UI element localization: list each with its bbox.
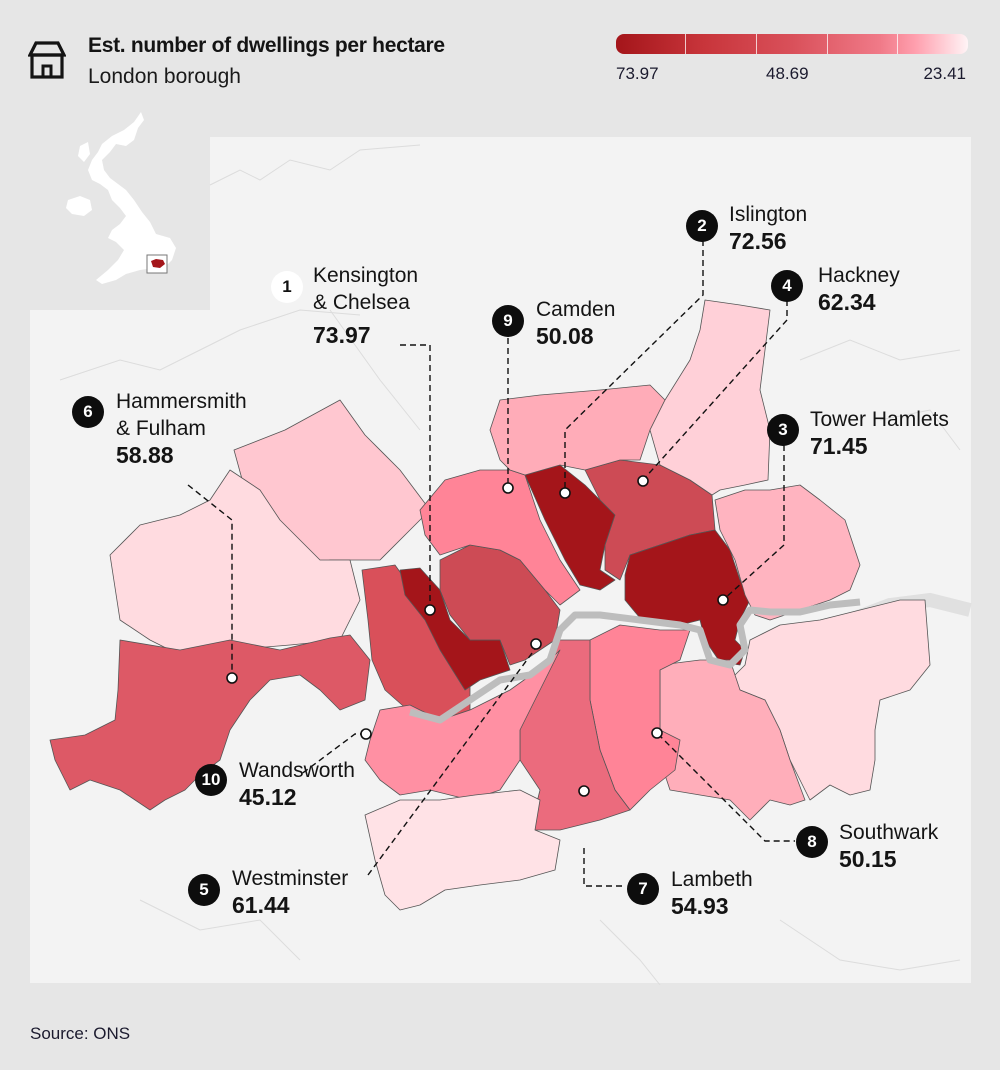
rank-badge-6: 6 <box>72 396 104 428</box>
borough-islington <box>524 464 616 591</box>
borough-newham <box>714 484 861 621</box>
borough-hounslow <box>49 634 371 811</box>
borough-lewisham <box>659 659 806 821</box>
label-hackney[interactable]: Hackney 62.34 <box>818 264 900 315</box>
label-hammersmith-fulham[interactable]: Hammersmith & Fulham 58.88 <box>116 390 247 468</box>
rank-badge-4: 4 <box>771 270 803 302</box>
borough-wandsworth <box>364 649 561 801</box>
uk-inset-map <box>30 100 210 310</box>
river-thames <box>409 598 861 724</box>
borough-camden <box>419 469 581 606</box>
rank-badge-3: 3 <box>767 414 799 446</box>
rank-badge-9: 9 <box>492 305 524 337</box>
rank-badge-5: 5 <box>188 874 220 906</box>
rank-badge-1: 1 <box>271 271 303 303</box>
label-westminster[interactable]: Westminster 61.44 <box>232 867 349 918</box>
outer-boundaries <box>59 144 961 986</box>
uk-outline <box>66 112 176 284</box>
rank-badge-7: 7 <box>627 873 659 905</box>
chart-subtitle: London borough <box>88 65 241 88</box>
house-icon <box>28 41 66 79</box>
label-southwark[interactable]: Southwark 50.15 <box>839 821 939 872</box>
legend-mid-label: 48.69 <box>766 64 809 83</box>
chart-title: Est. number of dwellings per hectare <box>88 34 445 57</box>
label-kensington-chelsea[interactable]: Kensington & Chelsea 73.97 <box>313 264 419 348</box>
label-camden[interactable]: Camden 50.08 <box>536 298 616 349</box>
rank-badge-2: 2 <box>686 210 718 242</box>
label-lambeth[interactable]: Lambeth 54.93 <box>671 868 753 919</box>
label-wandsworth[interactable]: Wandsworth 45.12 <box>239 759 355 810</box>
borough-merton <box>364 789 561 911</box>
legend-gradient-bar <box>616 34 968 54</box>
location-markers <box>226 475 729 797</box>
color-legend: 73.97 48.69 23.41 <box>616 34 968 88</box>
legend-max-label: 73.97 <box>616 64 659 83</box>
rank-badge-8: 8 <box>796 826 828 858</box>
label-tower-hamlets[interactable]: Tower Hamlets 71.45 <box>810 408 949 459</box>
rank-badge-10: 10 <box>195 764 227 796</box>
legend-min-label: 23.41 <box>923 64 966 83</box>
borough-waltham-forest <box>649 299 771 496</box>
boroughs <box>49 299 931 911</box>
label-islington[interactable]: Islington 72.56 <box>729 203 808 254</box>
borough-haringey <box>489 384 666 476</box>
source-note: Source: ONS <box>30 1024 131 1043</box>
